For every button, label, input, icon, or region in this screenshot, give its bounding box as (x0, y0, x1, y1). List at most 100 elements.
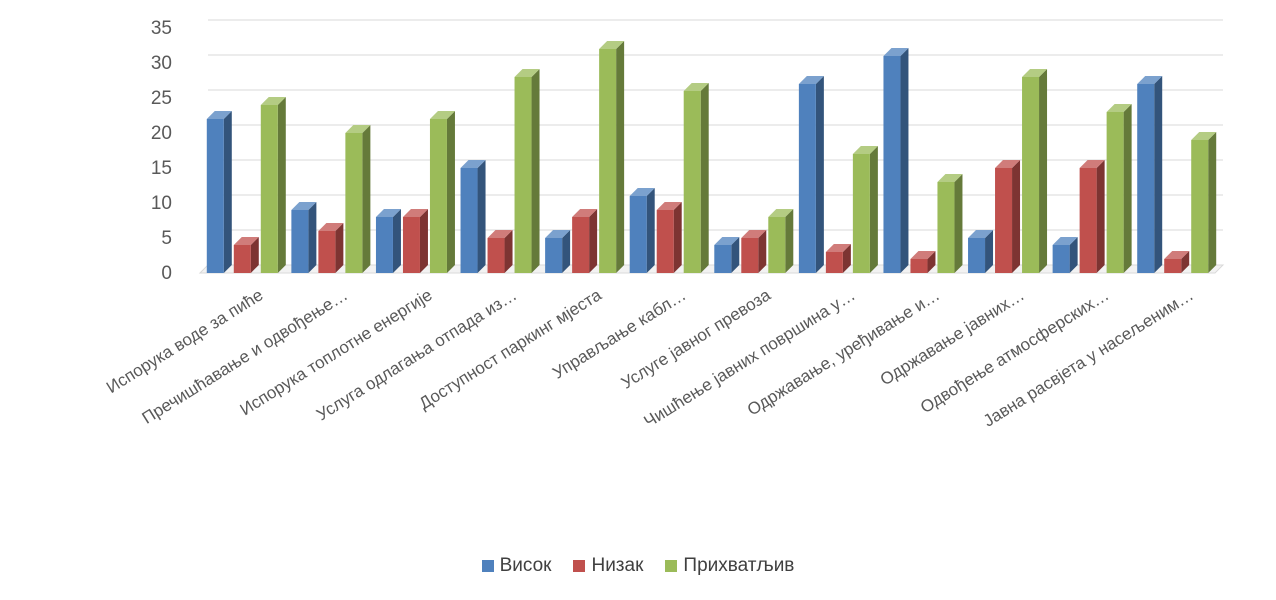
bar-front (1191, 140, 1209, 273)
bar (825, 244, 851, 273)
bar-side (758, 230, 767, 273)
bar-top (883, 48, 909, 56)
y-tick-label: 15 (151, 158, 172, 179)
bar-top (1164, 251, 1190, 259)
bar-front (1022, 77, 1040, 273)
bar-side (700, 83, 709, 273)
bar-side (869, 146, 878, 273)
bar (206, 111, 232, 273)
bar-side (646, 188, 655, 273)
bar-front (318, 231, 336, 273)
bar-front (429, 119, 447, 273)
bar (514, 69, 540, 273)
bar-side (927, 251, 936, 273)
bar-top (402, 209, 428, 217)
bar-front (937, 182, 955, 273)
bar-front (629, 196, 647, 273)
bar-side (1208, 132, 1217, 273)
bar-front (656, 210, 674, 273)
bar-top (1022, 69, 1048, 77)
legend-label-prihvatljiv: Прихватљив (683, 555, 795, 576)
bar-top (968, 230, 994, 238)
bar-top (937, 174, 963, 182)
bar (1137, 76, 1163, 273)
bar-top (487, 230, 513, 238)
legend-swatch-prihvatljiv (665, 560, 678, 572)
bar-top (260, 97, 286, 105)
y-tick-label: 0 (161, 263, 172, 284)
bar-front (345, 133, 363, 273)
bar-top (741, 230, 767, 238)
bar-front (599, 49, 617, 273)
bar-front (1052, 245, 1070, 273)
bar-side (673, 202, 682, 273)
bar-front (995, 168, 1013, 273)
bar (1106, 104, 1132, 273)
bar-front (375, 217, 393, 273)
bar (599, 41, 625, 273)
bar-front (402, 217, 420, 273)
bar-front (1106, 112, 1124, 273)
bar (260, 97, 286, 273)
bar-front (883, 56, 901, 273)
bar (345, 125, 371, 273)
bar-front (852, 154, 870, 273)
bar-front (206, 119, 224, 273)
bar (910, 251, 936, 273)
bar (291, 202, 317, 273)
bar-top (375, 209, 401, 217)
x-tick-label: Услуге јавног превоза (618, 285, 774, 393)
bar-side (477, 160, 486, 273)
bar-side (419, 209, 428, 273)
y-tick-label: 5 (161, 228, 172, 249)
bar (1022, 69, 1048, 273)
bar-front (1079, 168, 1097, 273)
bar-front (741, 238, 759, 273)
y-tick-label: 30 (151, 53, 172, 74)
bar-top (345, 125, 371, 133)
x-tick-label: Одржавање јавних… (877, 285, 1028, 389)
bar (629, 188, 655, 273)
bar (1191, 132, 1217, 273)
bar-top (1137, 76, 1163, 84)
bar-side (589, 209, 598, 273)
bar-top (514, 69, 540, 77)
bar-side (900, 48, 909, 273)
bar-side (1012, 160, 1021, 273)
chart-floor (198, 264, 1225, 274)
bar (995, 160, 1021, 273)
bar-front (291, 210, 309, 273)
bar-top (545, 230, 571, 238)
bar-top (714, 237, 740, 245)
bar-side (1096, 160, 1105, 273)
legend-label-nizak: Низак (591, 555, 644, 576)
bar-top (995, 160, 1021, 168)
legend-item-prihvatljiv: Прихватљив (665, 555, 794, 577)
bar-top (683, 83, 709, 91)
legend-swatch-visok (481, 560, 494, 572)
bar-side (985, 230, 994, 273)
bar-front (514, 77, 532, 273)
bar (798, 76, 824, 273)
bar (572, 209, 598, 273)
bar-top (1106, 104, 1132, 112)
bar-front (825, 252, 843, 273)
x-tick-label: Испорука воде за пиће (103, 285, 266, 397)
bar-side (1154, 76, 1163, 273)
bar (883, 48, 909, 273)
bar-side (362, 125, 371, 273)
bar-front (798, 84, 816, 273)
bar-side (531, 69, 540, 273)
bar-top (460, 160, 486, 168)
bar-side (731, 237, 740, 273)
bar-side (1069, 237, 1078, 273)
bar (768, 209, 794, 273)
bar-front (768, 217, 786, 273)
bar (545, 230, 571, 273)
bar-side (446, 111, 455, 273)
bar-top (910, 251, 936, 259)
bar (460, 160, 486, 273)
bar-front (233, 245, 251, 273)
legend-label-visok: Висок (499, 555, 552, 576)
